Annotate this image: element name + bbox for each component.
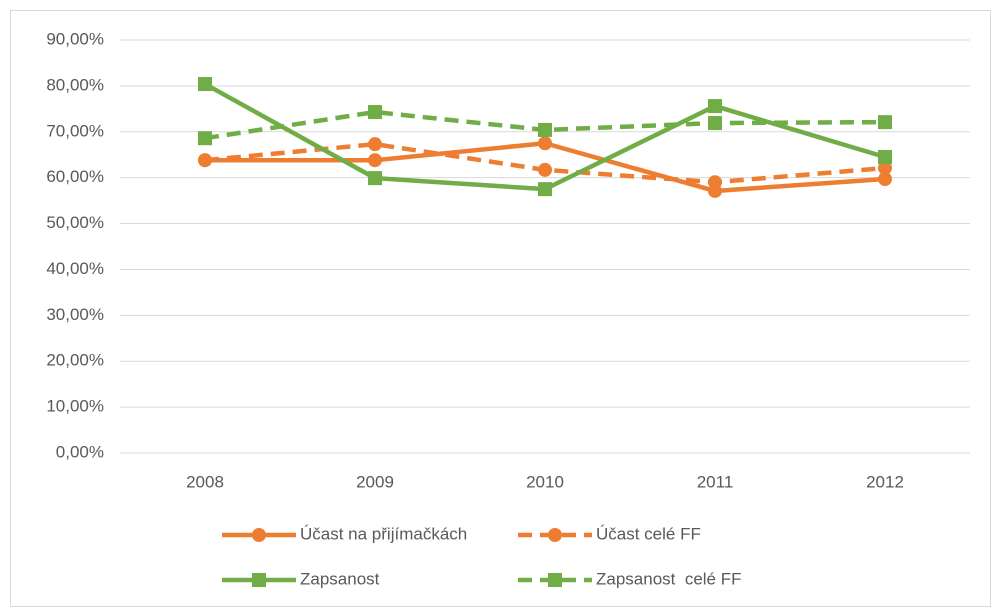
marker [198, 131, 212, 146]
marker [878, 115, 892, 130]
x-tick-label: 2008 [186, 472, 224, 491]
legend-label: Účast na přijímačkách [300, 524, 467, 543]
y-tick-label: 40,00% [46, 259, 104, 278]
legend-label: Zapsanost [300, 569, 380, 588]
y-tick-label: 50,00% [46, 213, 104, 232]
legend-label: Účast celé FF [596, 524, 701, 543]
marker [538, 182, 552, 197]
marker [708, 175, 722, 190]
x-tick-label: 2009 [356, 472, 394, 491]
y-tick-label: 80,00% [46, 75, 104, 94]
x-tick-label: 2012 [866, 472, 904, 491]
marker [878, 172, 892, 187]
marker [252, 573, 266, 587]
marker [878, 150, 892, 165]
marker [878, 161, 892, 176]
x-tick-label: 2011 [697, 472, 734, 491]
marker [368, 171, 382, 186]
marker [538, 162, 552, 177]
marker [538, 136, 552, 151]
chart-frame [10, 10, 991, 607]
marker [538, 122, 552, 137]
y-tick-label: 90,00% [46, 29, 104, 48]
y-tick-label: 70,00% [46, 121, 104, 140]
marker [548, 573, 562, 587]
y-tick-label: 60,00% [46, 167, 104, 186]
marker [708, 116, 722, 131]
y-tick-label: 20,00% [46, 351, 104, 370]
marker [368, 105, 382, 120]
marker [708, 99, 722, 114]
y-tick-label: 30,00% [46, 305, 104, 324]
marker [198, 153, 212, 168]
marker [252, 528, 266, 542]
marker [548, 528, 562, 542]
y-tick-label: 10,00% [46, 397, 104, 416]
x-tick-label: 2010 [526, 472, 564, 491]
marker [368, 137, 382, 152]
y-tick-label: 0,00% [56, 442, 104, 461]
marker [198, 77, 212, 92]
legend-label: Zapsanost celé FF [596, 569, 742, 588]
marker [368, 153, 382, 168]
